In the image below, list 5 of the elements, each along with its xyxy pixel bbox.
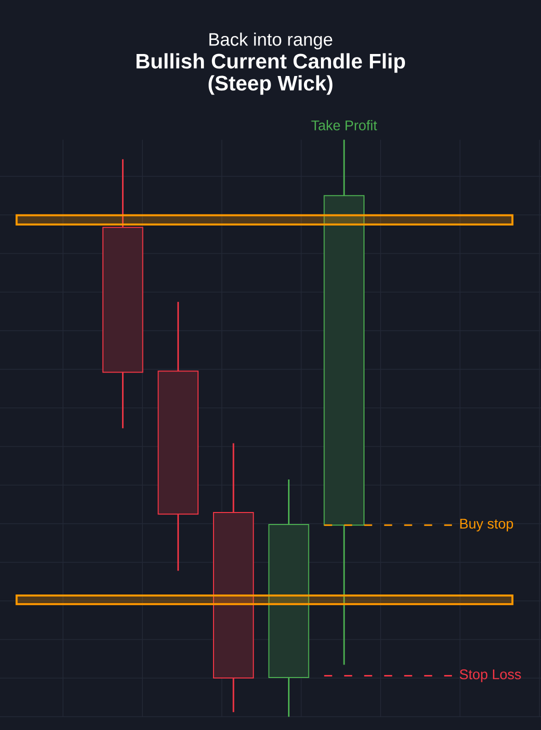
- chart-title: Bullish Current Candle Flip (Steep Wick): [136, 53, 405, 95]
- ref-line-label: Buy stop: [460, 518, 514, 532]
- annotation: Take Profit: [311, 120, 378, 130]
- ref-line-label: Stop Loss: [460, 669, 521, 682]
- chart-subtitle: Back into range: [209, 32, 332, 50]
